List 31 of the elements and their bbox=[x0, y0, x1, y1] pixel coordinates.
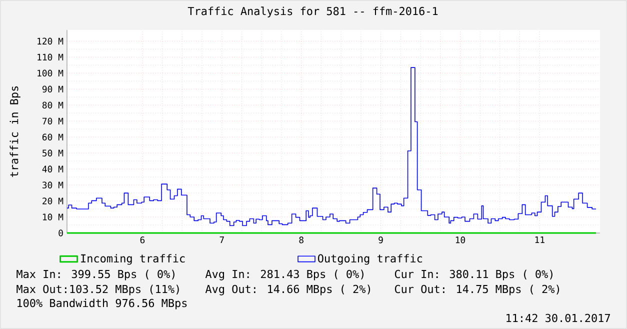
legend-label: Incoming traffic bbox=[81, 254, 185, 265]
text: Cur In: 380.11 Bps ( 0%) bbox=[394, 270, 552, 280]
x-tick-label: 10 bbox=[456, 236, 466, 244]
text: 100% Bandwidth 976.56 MBps bbox=[18, 298, 187, 310]
x-tick-label: 6 bbox=[140, 236, 145, 244]
text: 11:42 30.01.2017 bbox=[506, 314, 610, 322]
text: Cur Out: 14.75 MBps ( 2%) bbox=[394, 284, 560, 296]
y-tick-label: 10 M bbox=[42, 214, 64, 220]
y-tick-label: 30 M bbox=[42, 182, 64, 188]
chart-title: Traffic Analysis for 581 -- ffm-2016-1 bbox=[188, 6, 438, 18]
y-tick-label: 110 M bbox=[38, 54, 64, 61]
x-tick-label: 9 bbox=[378, 236, 383, 244]
text: Avg In: 281.43 Bps ( 0%) bbox=[205, 270, 364, 280]
y-tick-label: 0 bbox=[58, 230, 63, 236]
y-tick-label: 70 M bbox=[42, 118, 64, 124]
y-tick-label: 40 M bbox=[42, 166, 64, 172]
x-tick-label: 11 bbox=[535, 236, 544, 244]
x-tick-label: 8 bbox=[299, 236, 304, 244]
y-tick-label: 100 M bbox=[38, 70, 64, 77]
text: Max In: 399.55 Bps ( 0%) bbox=[16, 270, 174, 280]
y-tick-label: 80 M bbox=[42, 102, 64, 109]
y-tick-label: 120 M bbox=[38, 38, 64, 45]
text: Max Out:103.52 MBps (11%) bbox=[16, 284, 179, 296]
y-tick-label: 20 M bbox=[42, 198, 64, 204]
x-tick-label: 7 bbox=[220, 236, 224, 244]
y-tick-label: 60 M bbox=[42, 134, 64, 140]
text: Avg Out: 14.66 MBps ( 2%) bbox=[205, 284, 370, 296]
y-axis-title: traffic in Bps bbox=[10, 86, 20, 177]
y-tick-label: 90 M bbox=[42, 86, 64, 93]
legend-label: Outgoing traffic bbox=[318, 254, 422, 265]
y-tick-label: 50 M bbox=[42, 150, 64, 156]
